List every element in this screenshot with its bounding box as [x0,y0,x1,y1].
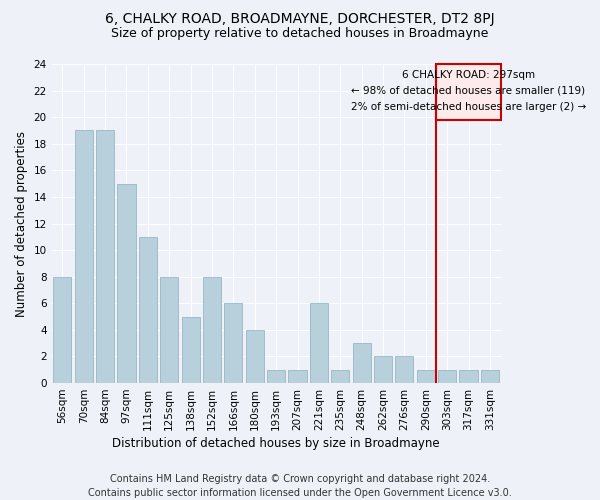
Bar [96,130,114,383]
Bar [224,304,242,383]
Bar [481,370,499,383]
Bar [203,276,221,383]
Bar [374,356,392,383]
Bar [310,304,328,383]
Text: Contains HM Land Registry data © Crown copyright and database right 2024.
Contai: Contains HM Land Registry data © Crown c… [88,474,512,498]
Bar [460,370,478,383]
Bar [353,343,371,383]
Bar [289,370,307,383]
Bar [74,130,93,383]
Bar [160,276,178,383]
Text: Size of property relative to detached houses in Broadmayne: Size of property relative to detached ho… [112,28,488,40]
Bar [139,237,157,383]
Text: 6 CHALKY ROAD: 297sqm: 6 CHALKY ROAD: 297sqm [402,70,535,80]
Bar [53,276,71,383]
Bar [182,316,200,383]
Text: 2% of semi-detached houses are larger (2) →: 2% of semi-detached houses are larger (2… [351,102,586,112]
Bar [395,356,413,383]
Bar [438,370,456,383]
Bar [436,64,500,120]
Bar [267,370,285,383]
Bar [118,184,136,383]
Text: ← 98% of detached houses are smaller (119): ← 98% of detached houses are smaller (11… [352,86,586,96]
Bar [416,370,435,383]
X-axis label: Distribution of detached houses by size in Broadmayne: Distribution of detached houses by size … [112,437,440,450]
Text: 6, CHALKY ROAD, BROADMAYNE, DORCHESTER, DT2 8PJ: 6, CHALKY ROAD, BROADMAYNE, DORCHESTER, … [105,12,495,26]
Y-axis label: Number of detached properties: Number of detached properties [15,130,28,316]
Bar [331,370,349,383]
Bar [245,330,264,383]
